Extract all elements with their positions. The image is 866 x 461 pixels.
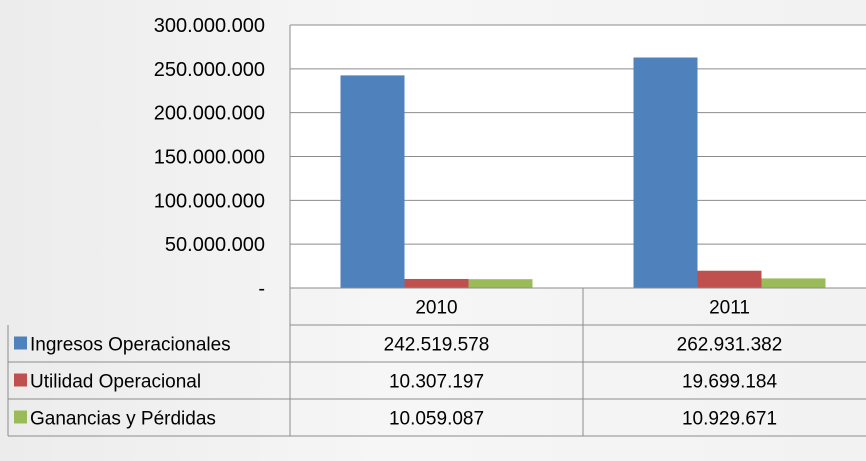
bar <box>697 270 762 288</box>
y-tick-label: - <box>258 278 265 300</box>
data-table-value: 10.929.671 <box>682 409 777 430</box>
y-tick-label: 200.000.000 <box>154 103 265 125</box>
data-table-value: 10.059.087 <box>389 409 484 430</box>
bar <box>404 278 469 288</box>
legend-label: Ingresos Operacionales <box>30 335 231 356</box>
legend-swatch <box>14 373 27 387</box>
y-tick-label: 150.000.000 <box>154 147 265 169</box>
legend-swatch <box>14 410 27 424</box>
y-tick-label: 50.000.000 <box>165 234 265 256</box>
data-table-value: 262.931.382 <box>677 335 783 356</box>
bar <box>468 279 533 288</box>
data-table-value: 19.699.184 <box>682 372 778 393</box>
x-tick-label: 2011 <box>709 298 750 319</box>
bar <box>633 57 698 288</box>
y-tick-label: 100.000.000 <box>154 190 265 212</box>
x-tick-label: 2010 <box>415 298 457 319</box>
legend-swatch <box>14 336 27 350</box>
bar <box>761 278 826 288</box>
legend-label: Utilidad Operacional <box>30 372 201 393</box>
y-tick-label: 300.000.000 <box>154 15 265 37</box>
data-table-value: 10.307.197 <box>389 372 484 393</box>
legend-label: Ganancias y Pérdidas <box>30 409 216 430</box>
y-tick-label: 250.000.000 <box>154 59 265 81</box>
bar <box>340 75 405 288</box>
data-table-value: 242.519.578 <box>384 335 490 356</box>
